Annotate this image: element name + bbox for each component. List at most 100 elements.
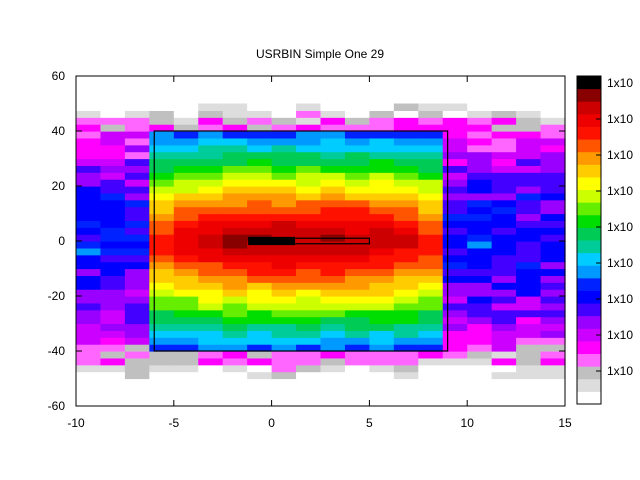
x-tick-label: -5 xyxy=(168,416,179,430)
heatmap-cell xyxy=(516,247,542,256)
heatmap-cell xyxy=(271,179,297,187)
heatmap-cell xyxy=(173,144,199,153)
heatmap-cell xyxy=(393,309,419,318)
heatmap-cell xyxy=(149,371,175,380)
heatmap-cell xyxy=(222,261,248,270)
heatmap-cell xyxy=(271,110,297,118)
heatmap-cell xyxy=(100,316,126,325)
heatmap-cell xyxy=(393,234,419,242)
heatmap-cell xyxy=(516,330,542,338)
heatmap-cell xyxy=(271,282,297,290)
heatmap-cell xyxy=(198,268,224,276)
heatmap-cell xyxy=(149,227,175,235)
heatmap-cell xyxy=(247,261,273,270)
heatmap-cell xyxy=(173,124,199,132)
heatmap-cell xyxy=(491,144,517,153)
heatmap-cell xyxy=(320,254,346,263)
heatmap-cell xyxy=(271,316,297,325)
heatmap-cell xyxy=(344,289,370,297)
heatmap-cell xyxy=(100,131,126,139)
heatmap-cell xyxy=(344,131,370,139)
y-tick-label: 0 xyxy=(58,234,65,248)
heatmap-cell xyxy=(369,199,395,208)
heatmap-cell xyxy=(442,316,468,325)
heatmap-cell xyxy=(76,179,102,187)
heatmap-cell xyxy=(296,247,322,256)
heatmap-cell xyxy=(198,220,224,228)
heatmap-cell xyxy=(369,309,395,318)
heatmap-cell xyxy=(442,192,468,201)
heatmap-cell xyxy=(467,275,493,283)
heatmap-cell xyxy=(198,364,224,373)
heatmap-cell xyxy=(320,165,346,173)
heatmap-cell xyxy=(149,330,175,338)
heatmap-cell xyxy=(516,165,542,173)
heatmap-cell xyxy=(491,192,517,201)
heatmap-cell xyxy=(198,199,224,208)
heatmap-cell xyxy=(442,186,468,194)
heatmap-cell xyxy=(296,302,322,311)
heatmap-cell xyxy=(320,117,346,125)
heatmap-cell xyxy=(516,227,542,235)
heatmap-cell xyxy=(296,172,322,180)
heatmap-cell xyxy=(393,302,419,311)
heatmap-cell xyxy=(100,151,126,160)
heatmap-cell xyxy=(344,103,370,111)
heatmap-cell xyxy=(491,151,517,160)
heatmap-cell xyxy=(124,371,150,380)
heatmap-cell xyxy=(491,275,517,283)
heatmap-cell xyxy=(467,158,493,166)
heatmap-cell xyxy=(296,151,322,160)
heatmap-cell xyxy=(516,199,542,208)
heatmap-cell xyxy=(491,296,517,304)
heatmap-cell xyxy=(393,137,419,146)
heatmap-cell xyxy=(296,213,322,221)
heatmap-cell xyxy=(100,282,126,290)
heatmap-cell xyxy=(320,227,346,235)
heatmap-cell xyxy=(393,364,419,373)
heatmap-cell xyxy=(222,282,248,290)
heatmap-cell xyxy=(369,344,395,352)
heatmap-cell xyxy=(516,144,542,153)
heatmap-cell xyxy=(516,344,542,352)
heatmap-cell xyxy=(76,268,102,276)
colorbar-swatch xyxy=(577,189,601,203)
heatmap-cell xyxy=(344,337,370,345)
heatmap-cell xyxy=(124,234,150,242)
heatmap-cell xyxy=(540,172,566,180)
heatmap-cell xyxy=(540,351,566,359)
heatmap-cell xyxy=(149,268,175,276)
heatmap-cell xyxy=(418,137,444,146)
heatmap-cell xyxy=(393,254,419,263)
heatmap-cell xyxy=(442,241,468,249)
heatmap-cell xyxy=(344,137,370,146)
heatmap-cell xyxy=(344,247,370,256)
heatmap-cell xyxy=(173,268,199,276)
heatmap-cell xyxy=(516,110,542,118)
heatmap-cell xyxy=(418,124,444,132)
heatmap-cell xyxy=(173,220,199,228)
heatmap-cell xyxy=(124,186,150,194)
heatmap-cell xyxy=(76,337,102,345)
heatmap-core-cell xyxy=(248,236,296,246)
heatmap-cell xyxy=(222,151,248,160)
heatmap-cell xyxy=(467,131,493,139)
heatmap-cell xyxy=(418,199,444,208)
heatmap-cell xyxy=(320,275,346,283)
heatmap-cell xyxy=(100,144,126,153)
heatmap-cell xyxy=(516,323,542,331)
heatmap-cell xyxy=(540,309,566,318)
heatmap-cell xyxy=(271,364,297,373)
heatmap-cell xyxy=(100,165,126,173)
heatmap-cell xyxy=(100,179,126,187)
heatmap-cell xyxy=(442,254,468,263)
heatmap-cell xyxy=(198,357,224,366)
heatmap-cell xyxy=(149,316,175,325)
heatmap-cell xyxy=(393,179,419,187)
colorbar-tick-label: 1x10 xyxy=(607,328,633,342)
heatmap-cell xyxy=(198,179,224,187)
heatmap-cell xyxy=(76,137,102,146)
heatmap-cell xyxy=(247,131,273,139)
heatmap-cell xyxy=(393,117,419,125)
heatmap-cell xyxy=(540,179,566,187)
